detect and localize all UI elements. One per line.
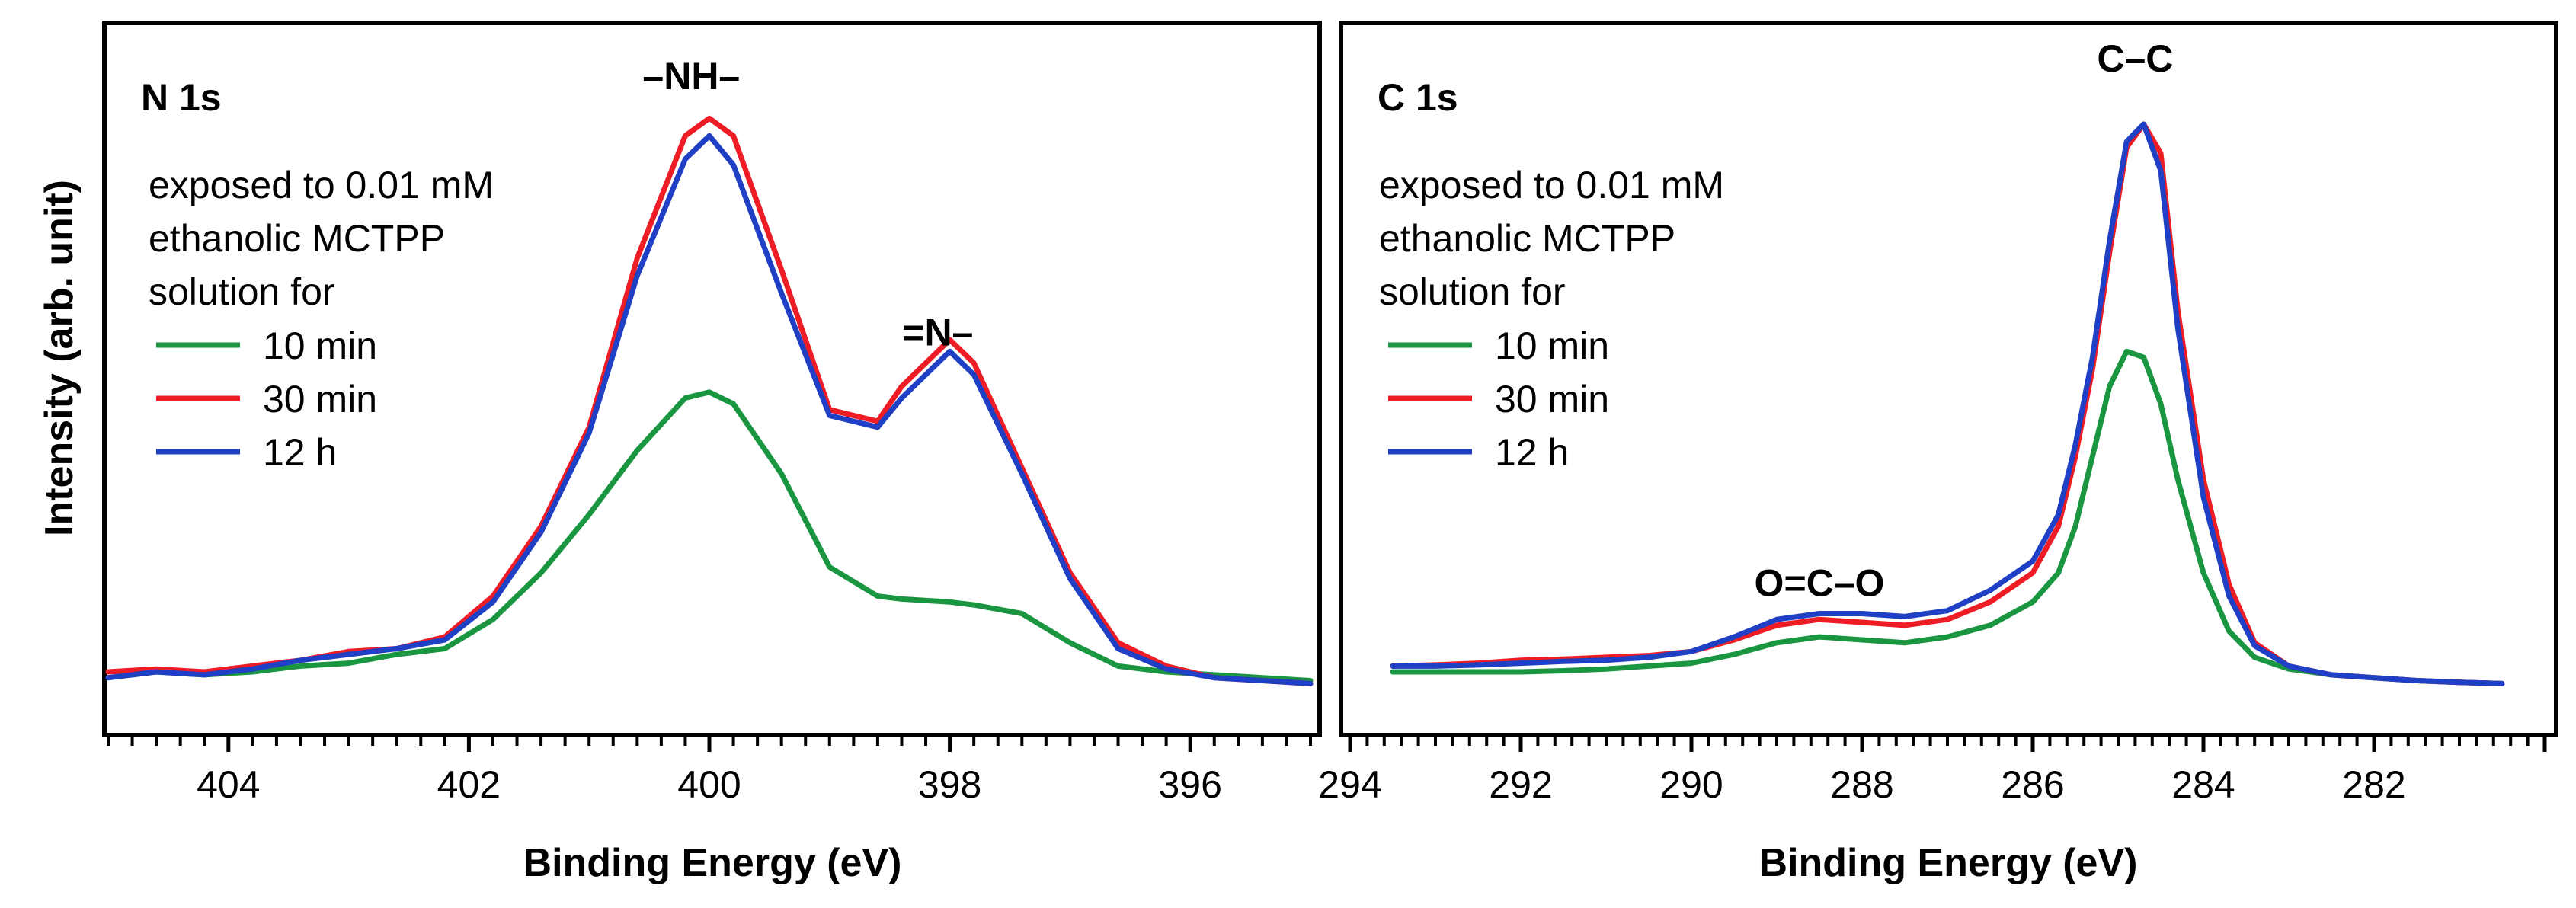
peak-label: –NH– xyxy=(642,55,740,98)
legend-heading-3: solution for xyxy=(1379,270,1566,313)
series-line-12h xyxy=(105,133,1314,686)
x-axis-title-c1s: Binding Energy (eV) xyxy=(1759,841,2138,885)
legend-n1s: exposed to 0.01 mM ethanolic MCTPP solut… xyxy=(149,164,494,474)
peak-labels-n1s: –NH– =N– xyxy=(642,55,973,354)
plot-frame-n1s xyxy=(102,21,1322,737)
x-tick-labels-c1s: 294 292 290 288 286 284 282 xyxy=(1318,763,2405,806)
series-line-12h xyxy=(1390,121,2505,686)
legend-heading-1: exposed to 0.01 mM xyxy=(1379,164,1724,206)
series-lines-c1s xyxy=(1390,121,2505,686)
x-tick-label: 292 xyxy=(1489,763,1552,806)
panel-n1s: 404 402 400 398 396 N 1s exposed to 0.01 mM … xyxy=(102,21,1322,885)
x-tick-label: 288 xyxy=(1830,763,1893,806)
legend-heading-2: ethanolic MCTPP xyxy=(1379,217,1675,260)
x-tick-label: 402 xyxy=(437,763,501,806)
peak-labels-c1s: O=C–O C–C xyxy=(1755,37,2174,605)
legend-entry-30min: 30 min xyxy=(1495,378,1609,420)
legend-heading-2: ethanolic MCTPP xyxy=(149,217,445,260)
x-tick-label: 400 xyxy=(677,763,741,806)
x-tick-label: 286 xyxy=(2001,763,2064,806)
legend-entry-30min: 30 min xyxy=(263,378,377,420)
legend-entry-10min: 10 min xyxy=(263,325,377,367)
x-tick-label: 282 xyxy=(2342,763,2405,806)
legend-entry-12h: 12 h xyxy=(263,431,337,474)
x-tick-labels-n1s: 404 402 400 398 396 xyxy=(197,763,1222,806)
x-tick-label: 404 xyxy=(197,763,260,806)
x-tick-label: 398 xyxy=(918,763,981,806)
panel-title-c1s: C 1s xyxy=(1378,76,1458,119)
legend-c1s: exposed to 0.01 mM ethanolic MCTPP solut… xyxy=(1379,164,1724,474)
legend-entry-12h: 12 h xyxy=(1495,431,1569,474)
y-axis-title: Intensity (arb. unit) xyxy=(37,180,82,536)
panel-c1s: 294 292 290 288 286 284 282 C 1s exposed to 0.… xyxy=(1318,21,2558,885)
x-tick-label: 294 xyxy=(1318,763,1381,806)
series-line-10min xyxy=(105,389,1314,683)
peak-label: C–C xyxy=(2097,37,2173,80)
peak-label: =N– xyxy=(902,312,973,354)
series-line-10min xyxy=(1390,348,2505,686)
x-ticks-c1s xyxy=(1348,735,2547,752)
legend-heading-1: exposed to 0.01 mM xyxy=(149,164,494,206)
series-lines-n1s xyxy=(105,115,1314,686)
x-tick-label: 290 xyxy=(1659,763,1723,806)
x-axis-title-n1s: Binding Energy (eV) xyxy=(523,841,902,885)
legend-heading-3: solution for xyxy=(149,270,335,313)
panel-title-n1s: N 1s xyxy=(141,76,222,119)
x-tick-label: 396 xyxy=(1158,763,1221,806)
peak-label: O=C–O xyxy=(1755,562,1885,605)
x-tick-label: 284 xyxy=(2171,763,2235,806)
x-ticks-n1s xyxy=(107,735,1312,752)
legend-entry-10min: 10 min xyxy=(1495,325,1609,367)
